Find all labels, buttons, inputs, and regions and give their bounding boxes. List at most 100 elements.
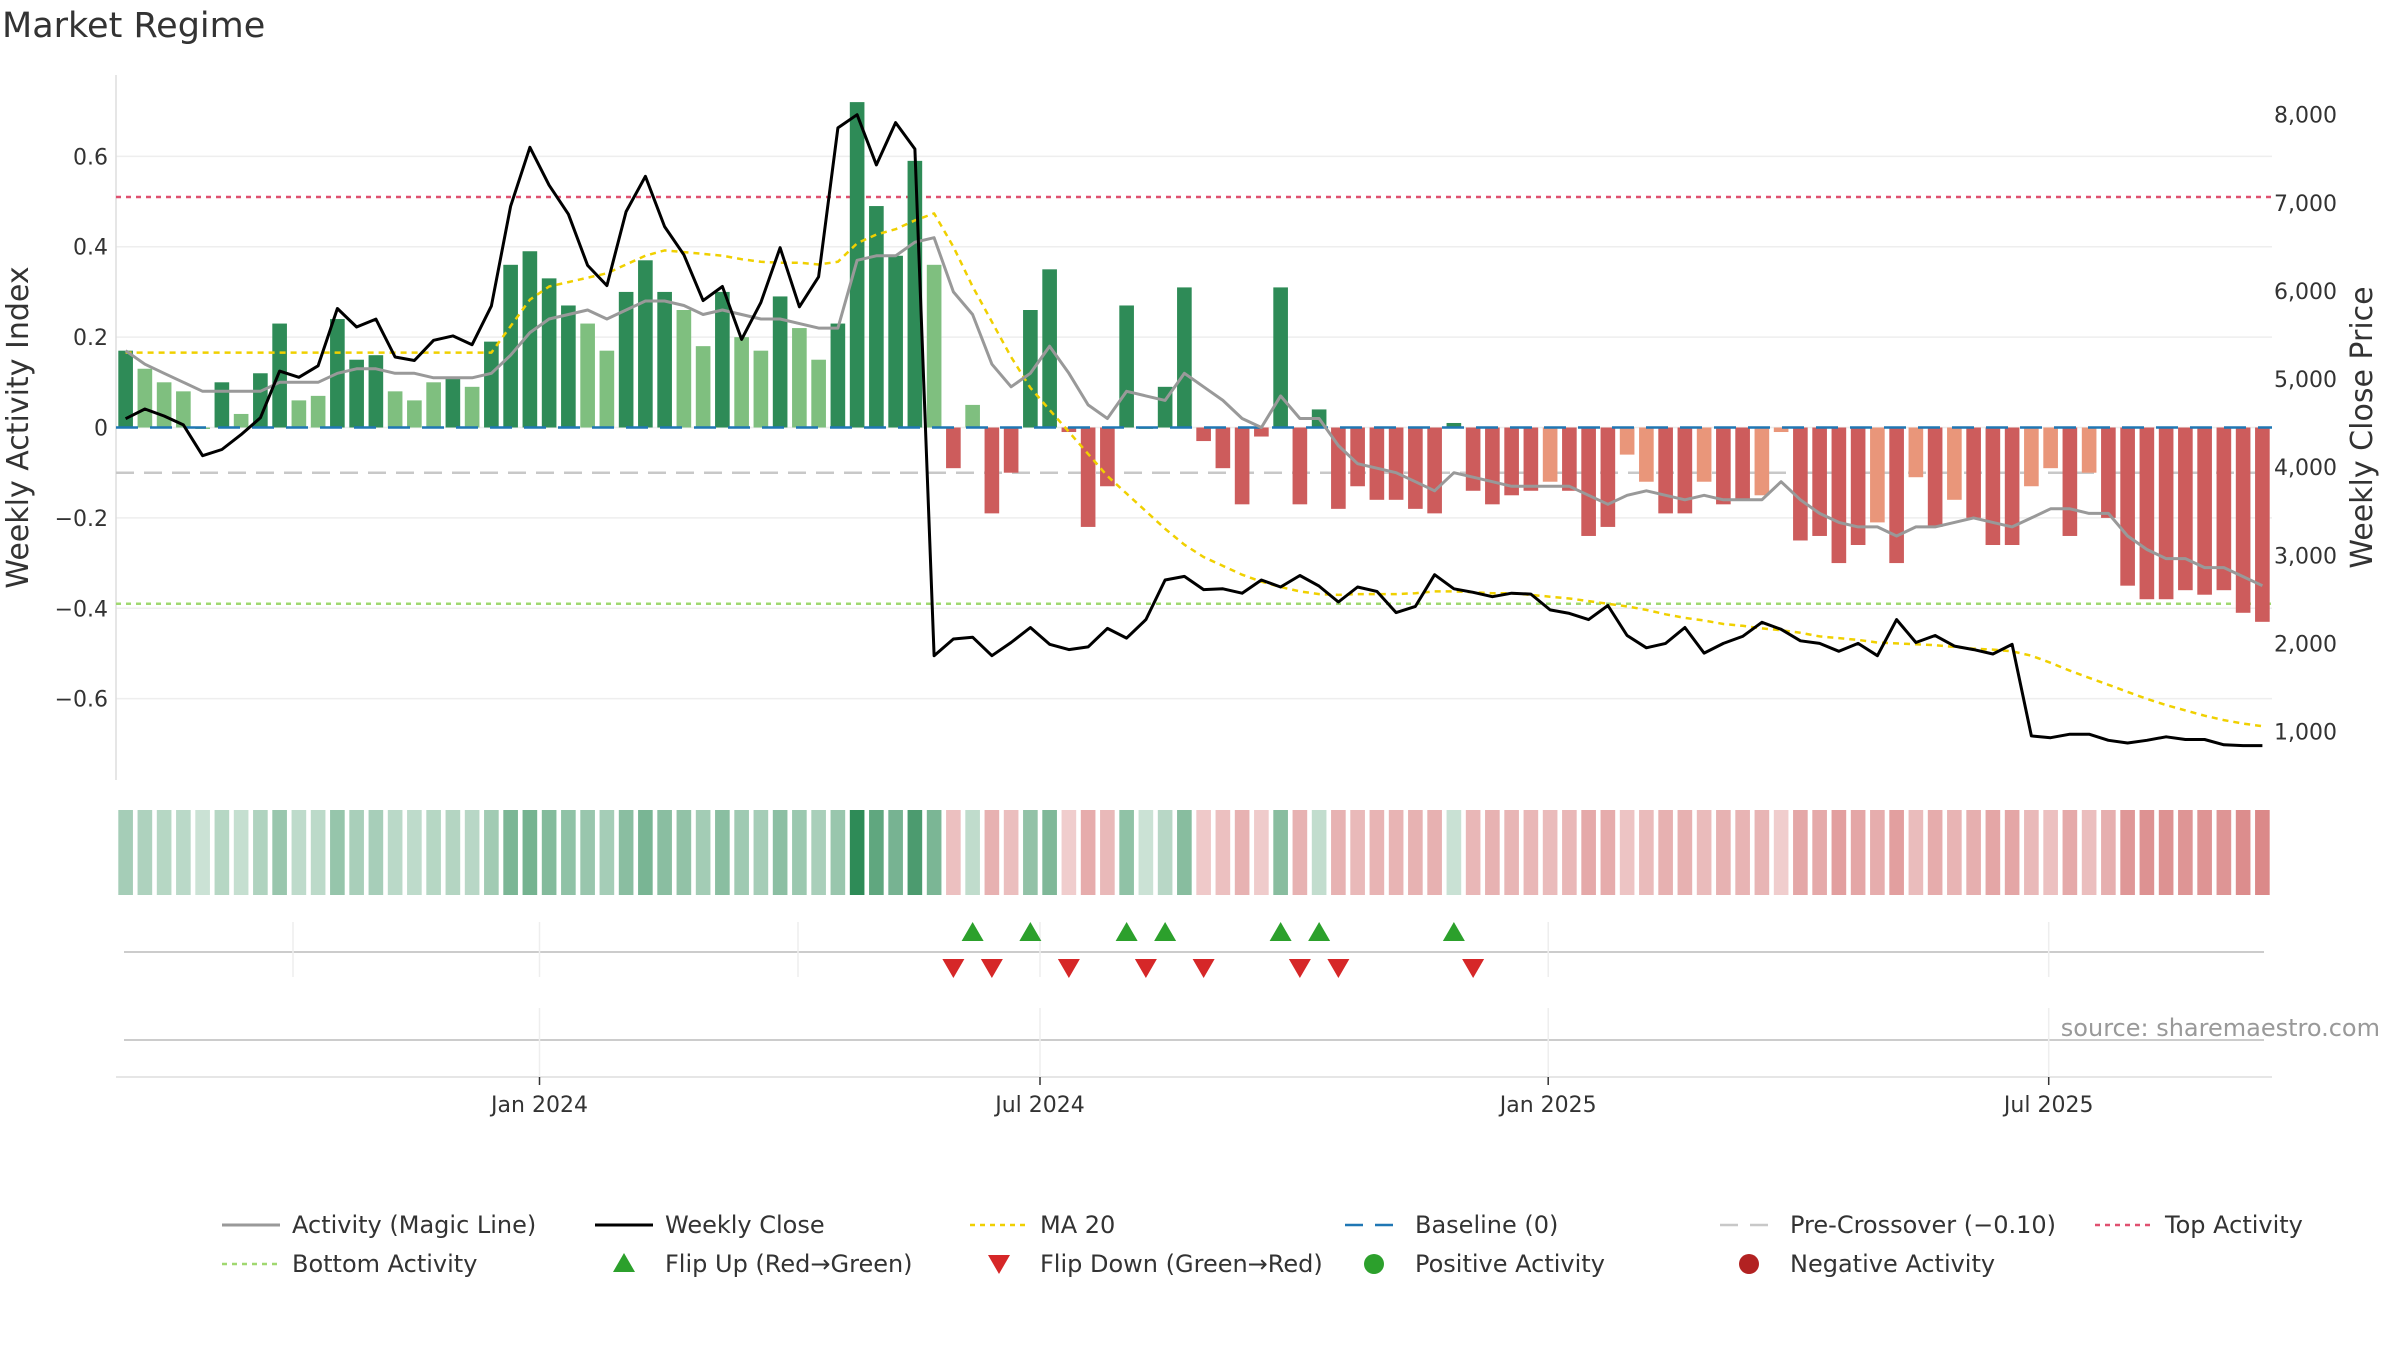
activity-bar bbox=[1773, 427, 1789, 433]
activity-bar bbox=[291, 400, 307, 428]
activity-bar bbox=[753, 350, 769, 428]
activity-bar bbox=[1292, 427, 1308, 505]
activity-bar bbox=[445, 377, 461, 428]
regime-strip-cell bbox=[2120, 810, 2135, 895]
flip-down-marker bbox=[1192, 959, 1215, 978]
regime-strip-cell bbox=[561, 810, 576, 895]
regime-strip-cell bbox=[1157, 810, 1173, 895]
activity-bar bbox=[830, 323, 846, 428]
activity-bar bbox=[214, 382, 230, 428]
flip-up-marker bbox=[1308, 922, 1331, 941]
legend-label: Bottom Activity bbox=[292, 1250, 477, 1278]
activity-bar bbox=[1177, 287, 1192, 428]
activity-bar bbox=[965, 404, 980, 428]
regime-strip-cell bbox=[1138, 810, 1154, 895]
regime-strip-cell bbox=[1023, 810, 1038, 895]
regime-strip-cell bbox=[426, 810, 441, 895]
regime-strip-cell bbox=[1947, 810, 1962, 895]
activity-bar bbox=[503, 264, 518, 428]
activity-bar bbox=[522, 251, 538, 428]
regime-strip-cell bbox=[1696, 810, 1712, 895]
flip-down-marker bbox=[1134, 959, 1157, 978]
regime-strip-cell bbox=[1966, 810, 1981, 895]
legend-swatch-dot bbox=[1364, 1254, 1384, 1274]
regime-strip-cell bbox=[1889, 810, 1904, 895]
left-tick-label: 0.4 bbox=[73, 236, 108, 261]
activity-bar bbox=[2216, 427, 2232, 591]
activity-bar bbox=[1985, 427, 2001, 545]
regime-strip-cell bbox=[541, 810, 557, 895]
left-tick-label: 0.6 bbox=[73, 145, 108, 170]
regime-strip-cell bbox=[830, 810, 846, 895]
legend-label: Baseline (0) bbox=[1415, 1211, 1558, 1239]
regime-strip-cell bbox=[368, 810, 384, 895]
left-tick-label: −0.4 bbox=[55, 597, 108, 622]
regime-strip-cell bbox=[1639, 810, 1654, 895]
activity-bar bbox=[888, 255, 903, 428]
activity-bar bbox=[2158, 427, 2174, 600]
activity-bar bbox=[792, 328, 807, 428]
regime-strip-cell bbox=[1773, 810, 1789, 895]
legend-item: Flip Up (Red→Green) bbox=[613, 1250, 913, 1278]
activity-bar bbox=[368, 355, 384, 428]
activity-bar bbox=[407, 400, 422, 428]
regime-strip-cell bbox=[1215, 810, 1231, 895]
left-tick-label: 0.2 bbox=[73, 326, 108, 351]
regime-strip-cell bbox=[1254, 810, 1269, 895]
activity-bar bbox=[426, 382, 441, 428]
activity-bar bbox=[1696, 427, 1712, 482]
regime-strip-cell bbox=[792, 810, 807, 895]
activity-bar bbox=[2081, 427, 2097, 473]
regime-strip-cell bbox=[1485, 810, 1500, 895]
regime-strip-cell bbox=[2062, 810, 2078, 895]
regime-strip-cell bbox=[1908, 810, 1924, 895]
legend-label: Negative Activity bbox=[1790, 1250, 1995, 1278]
regime-strip-cell bbox=[1754, 810, 1770, 895]
activity-bar bbox=[1812, 427, 1827, 536]
legend-label: Flip Down (Green→Red) bbox=[1040, 1250, 1323, 1278]
regime-strip-cell bbox=[2004, 810, 2020, 895]
legend-label: MA 20 bbox=[1040, 1211, 1115, 1239]
activity-bar bbox=[1254, 427, 1269, 437]
regime-strip-cell bbox=[387, 810, 403, 895]
activity-bar bbox=[1850, 427, 1866, 545]
regime-strip-cell bbox=[118, 810, 133, 895]
regime-strip-cell bbox=[2197, 810, 2212, 895]
activity-bar bbox=[638, 260, 653, 428]
activity-bar bbox=[1196, 427, 1211, 442]
regime-strip-cell bbox=[1331, 810, 1346, 895]
activity-bar bbox=[118, 350, 133, 428]
regime-strip-cell bbox=[1427, 810, 1442, 895]
legend-swatch-triangle-down bbox=[988, 1255, 1010, 1274]
activity-bar bbox=[1754, 427, 1770, 496]
activity-bar bbox=[1234, 427, 1250, 505]
regime-strip-cell bbox=[2158, 810, 2174, 895]
regime-strip-cell bbox=[214, 810, 230, 895]
regime-strip-cell bbox=[1177, 810, 1192, 895]
regime-strip-cell bbox=[1408, 810, 1423, 895]
regime-strip-cell bbox=[1196, 810, 1211, 895]
regime-strip-cell bbox=[1388, 810, 1404, 895]
activity-bar bbox=[1600, 427, 1616, 527]
activity-bar bbox=[1793, 427, 1808, 541]
regime-strip-cell bbox=[811, 810, 826, 895]
activity-bar bbox=[1639, 427, 1654, 482]
flip-down-marker bbox=[1462, 959, 1485, 978]
activity-bar bbox=[1966, 427, 1981, 518]
flip-up-marker bbox=[1442, 922, 1465, 941]
regime-strip-cell bbox=[753, 810, 769, 895]
regime-strip-cell bbox=[946, 810, 961, 895]
regime-strip-cell bbox=[1369, 810, 1385, 895]
legend-label: Positive Activity bbox=[1415, 1250, 1605, 1278]
regime-strip-cell bbox=[1273, 810, 1288, 895]
activity-bar bbox=[1080, 427, 1096, 527]
flip-down-marker bbox=[1057, 959, 1080, 978]
activity-bar bbox=[1619, 427, 1635, 455]
right-tick-label: 4,000 bbox=[2274, 456, 2337, 481]
magic-line bbox=[124, 236, 2264, 588]
regime-strip-cell bbox=[1927, 810, 1943, 895]
regime-strip-cell bbox=[599, 810, 615, 895]
ma20-line bbox=[125, 212, 2263, 728]
activity-bar bbox=[1677, 427, 1693, 514]
